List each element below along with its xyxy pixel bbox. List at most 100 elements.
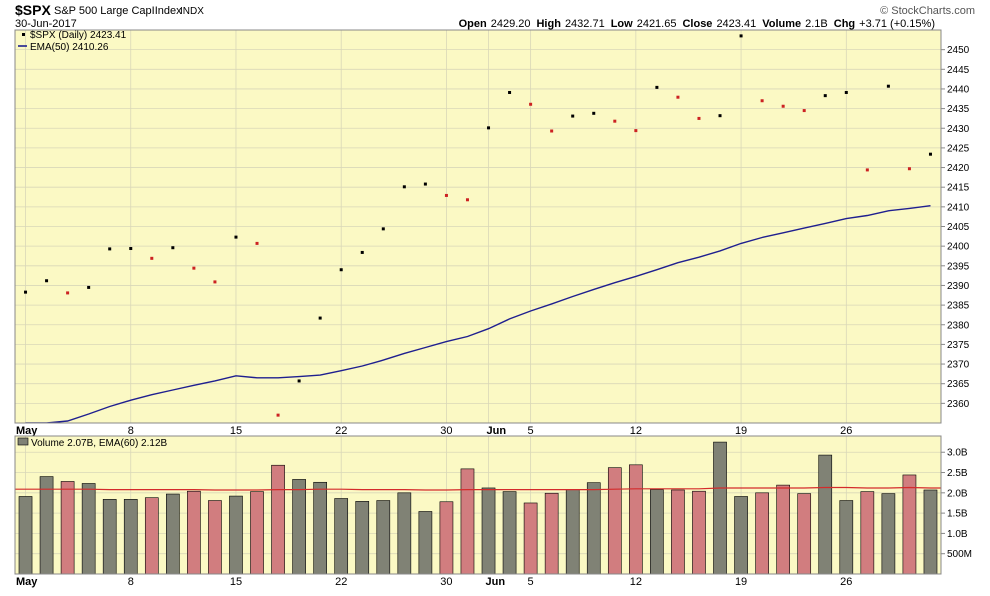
price-tick-label: 2390 (947, 281, 970, 292)
volume-x-label: 8 (128, 576, 134, 588)
price-point (697, 116, 701, 120)
price-point (802, 109, 806, 113)
quote-value: 2421.65 (637, 18, 677, 30)
price-tick-label: 2450 (947, 45, 970, 56)
volume-tick-label: 500M (947, 549, 972, 560)
price-legend: $SPX (Daily) 2423.41 EMA(50) 2410.26 (18, 30, 127, 53)
volume-bar (334, 498, 349, 575)
price-legend-entry: $SPX (Daily) 2423.41 (30, 30, 127, 41)
price-x-label: 5 (528, 425, 534, 437)
volume-bar (713, 441, 727, 575)
volume-x-axis: May 8 15 22 30 Jun 5 12 19 26 (16, 576, 852, 588)
date-label: 30-Jun-2017 (15, 18, 77, 30)
price-tick-label: 2375 (947, 340, 970, 351)
price-point (550, 129, 554, 133)
quote-value: 2423.41 (716, 18, 756, 30)
volume-bar (250, 491, 264, 575)
price-point (192, 266, 196, 270)
volume-bar (776, 484, 790, 575)
volume-bar (144, 497, 159, 575)
quote-label: Chg (834, 18, 855, 30)
index-name-label: S&P 500 Large CapIIndex (54, 5, 182, 17)
volume-bar (39, 476, 54, 575)
volume-bar (860, 491, 875, 575)
volume-x-label: Jun (486, 576, 506, 588)
volume-panel-border (14, 435, 942, 575)
volume-tick-label: 2.0B (947, 488, 968, 499)
volume-bar (102, 499, 117, 575)
price-point (108, 247, 112, 251)
price-point (318, 316, 322, 320)
price-tick-label: 2385 (947, 301, 970, 312)
price-point (87, 285, 91, 289)
volume-bar (797, 493, 812, 575)
price-x-label: 15 (230, 425, 242, 437)
price-point (655, 85, 659, 89)
price-x-label: 26 (840, 425, 852, 437)
price-point (844, 90, 848, 94)
volume-bar (881, 493, 896, 575)
volume-bar (397, 492, 412, 575)
price-x-label: 19 (735, 425, 747, 437)
price-point (823, 94, 827, 98)
price-tick-label: 2370 (947, 360, 970, 371)
volume-tick-label: 3.0B (947, 448, 968, 459)
price-tick-label: 2415 (947, 183, 970, 194)
volume-bar (692, 490, 706, 575)
price-points (24, 34, 932, 417)
price-point (865, 168, 869, 172)
cursor-glyph: I (152, 5, 155, 17)
quote-label: Low (611, 18, 633, 30)
price-point (529, 102, 533, 106)
volume-bar (607, 467, 622, 575)
price-point (781, 104, 785, 108)
volume-bars (18, 441, 938, 575)
price-x-label: 12 (630, 425, 642, 437)
volume-bar (818, 454, 833, 575)
price-point (760, 99, 764, 103)
price-point (739, 34, 743, 38)
volume-bar (81, 483, 96, 575)
volume-x-label: 30 (440, 576, 452, 588)
volume-bar (544, 492, 559, 575)
price-point (234, 235, 238, 239)
price-point (129, 247, 133, 251)
price-point (381, 227, 385, 231)
volume-bar (376, 500, 391, 575)
price-tick-label: 2395 (947, 261, 970, 272)
volume-y-axis: 500M 1.0B 1.5B 2.0B 2.5B 3.0B (941, 448, 972, 560)
volume-tick-label: 1.0B (947, 529, 968, 540)
quote-label: High (536, 18, 561, 30)
exchange-label: INDX (180, 6, 204, 17)
volume-x-label: 12 (630, 576, 642, 588)
volume-bar (123, 499, 138, 575)
volume-bar (481, 487, 496, 575)
volume-legend: Volume 2.07B, EMA(60) 2.12B (31, 438, 168, 449)
volume-x-label: 22 (335, 576, 347, 588)
ema-legend-entry: EMA(50) 2410.26 (30, 42, 109, 53)
volume-bar (208, 500, 222, 575)
quote-value: 2432.71 (565, 18, 605, 30)
price-point (423, 182, 427, 186)
volume-bar (923, 489, 938, 575)
volume-bar (629, 464, 643, 575)
price-tick-label: 2365 (947, 379, 970, 390)
price-point (276, 413, 280, 417)
price-tick-label: 2380 (947, 320, 970, 331)
price-point (465, 198, 469, 202)
price-y-axis: 2360 2365 2370 2375 2380 2385 2390 2395 2400 2405… (941, 45, 970, 410)
price-point (297, 379, 301, 383)
price-point (928, 152, 932, 156)
quote-label: Open (459, 18, 487, 30)
price-point (676, 95, 680, 99)
price-tick-label: 2400 (947, 242, 970, 253)
price-point (886, 84, 890, 88)
volume-bar (755, 492, 769, 575)
volume-bar (439, 501, 454, 575)
price-point (907, 167, 911, 171)
price-x-label: 22 (335, 425, 347, 437)
volume-bar (650, 489, 664, 575)
price-point (45, 279, 49, 283)
price-x-label: 8 (128, 425, 134, 437)
